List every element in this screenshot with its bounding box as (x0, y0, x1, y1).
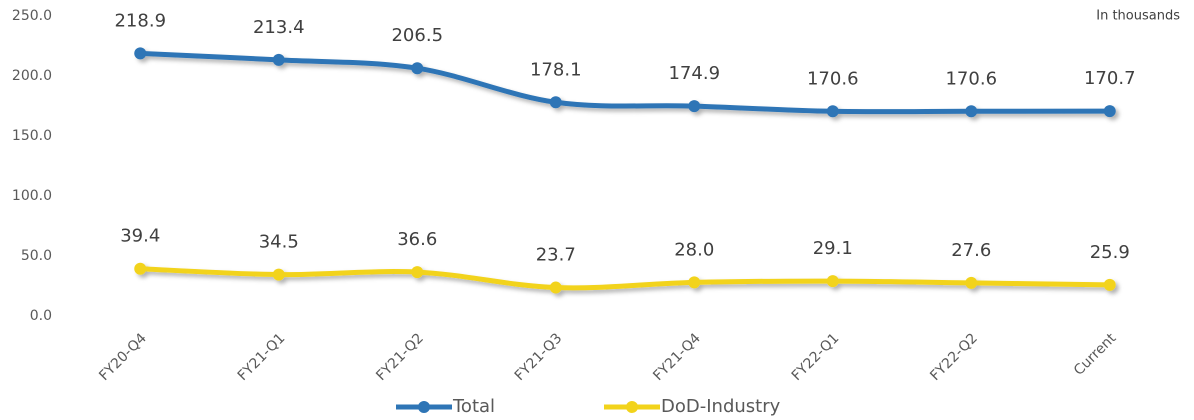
y-tick-label: 50.0 (21, 248, 52, 264)
series-line (137, 266, 1113, 291)
point (1103, 105, 1116, 118)
legend-label: DoD-Industry (661, 396, 781, 417)
y-tick-label: 100.0 (12, 188, 52, 204)
point (826, 105, 839, 118)
x-tick-label: FY22-Q2 (927, 330, 981, 384)
y-tick-label: 0.0 (30, 308, 52, 324)
point (272, 53, 285, 66)
legend-marker (418, 401, 430, 413)
data-label: 34.5 (259, 232, 299, 253)
data-label: 27.6 (951, 240, 991, 261)
data-label: 29.1 (813, 238, 853, 259)
data-label: 218.9 (114, 10, 166, 31)
x-tick-label: FY21-Q2 (373, 330, 427, 384)
data-label: 25.9 (1090, 242, 1130, 263)
point (549, 281, 562, 294)
data-label: 213.4 (253, 17, 305, 38)
point (411, 266, 424, 279)
x-tick-label: FY21-Q4 (650, 330, 704, 384)
point (688, 100, 701, 113)
series (134, 262, 1116, 294)
legend-label: Total (452, 396, 495, 417)
x-tick-label: FY20-Q4 (96, 330, 150, 384)
y-tick-label: 200.0 (12, 68, 52, 84)
x-tick-label: FY21-Q3 (512, 330, 566, 384)
data-label: 174.9 (668, 63, 720, 84)
data-label: 39.4 (120, 226, 160, 247)
x-tick-label: FY22-Q1 (789, 330, 843, 384)
point (1103, 278, 1116, 291)
point (965, 276, 978, 289)
annotation: In thousands (1096, 9, 1180, 24)
data-label: 170.6 (807, 68, 859, 89)
point (965, 105, 978, 118)
point (549, 96, 562, 109)
series-line (137, 50, 1113, 115)
point (134, 262, 147, 275)
data-label: 36.6 (397, 229, 437, 250)
y-tick-label: 150.0 (12, 128, 52, 144)
data-label: 28.0 (674, 239, 714, 260)
point (272, 268, 285, 281)
point (411, 62, 424, 75)
point (688, 276, 701, 289)
point (134, 47, 147, 60)
series (134, 47, 1116, 118)
data-label: 206.5 (391, 25, 443, 46)
x-tick-label: FY21-Q1 (235, 330, 289, 384)
data-label: 178.1 (530, 59, 582, 80)
data-label: 170.7 (1084, 68, 1136, 89)
data-label: 23.7 (536, 245, 576, 266)
x-tick-label: Current (1071, 330, 1120, 379)
data-label: 170.6 (945, 68, 997, 89)
legend-marker (626, 401, 638, 413)
point (826, 275, 839, 288)
y-tick-label: 250.0 (12, 8, 52, 24)
